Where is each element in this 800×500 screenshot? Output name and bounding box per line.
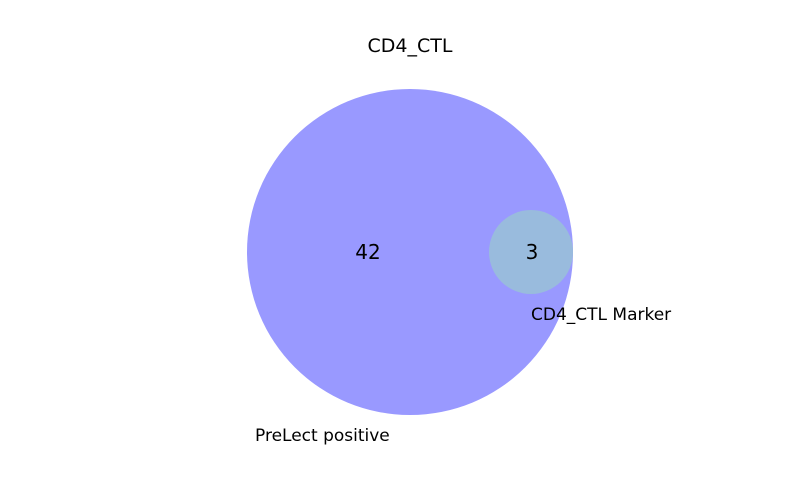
set-b-label: CD4_CTL Marker bbox=[531, 305, 671, 325]
set-a-only-count: 42 bbox=[355, 240, 380, 264]
set-a-circle bbox=[247, 89, 573, 415]
intersection-circle bbox=[489, 210, 573, 294]
set-a-label: PreLect positive bbox=[255, 426, 390, 446]
diagram-title: CD4_CTL bbox=[368, 35, 453, 57]
intersection-count: 3 bbox=[526, 240, 539, 264]
